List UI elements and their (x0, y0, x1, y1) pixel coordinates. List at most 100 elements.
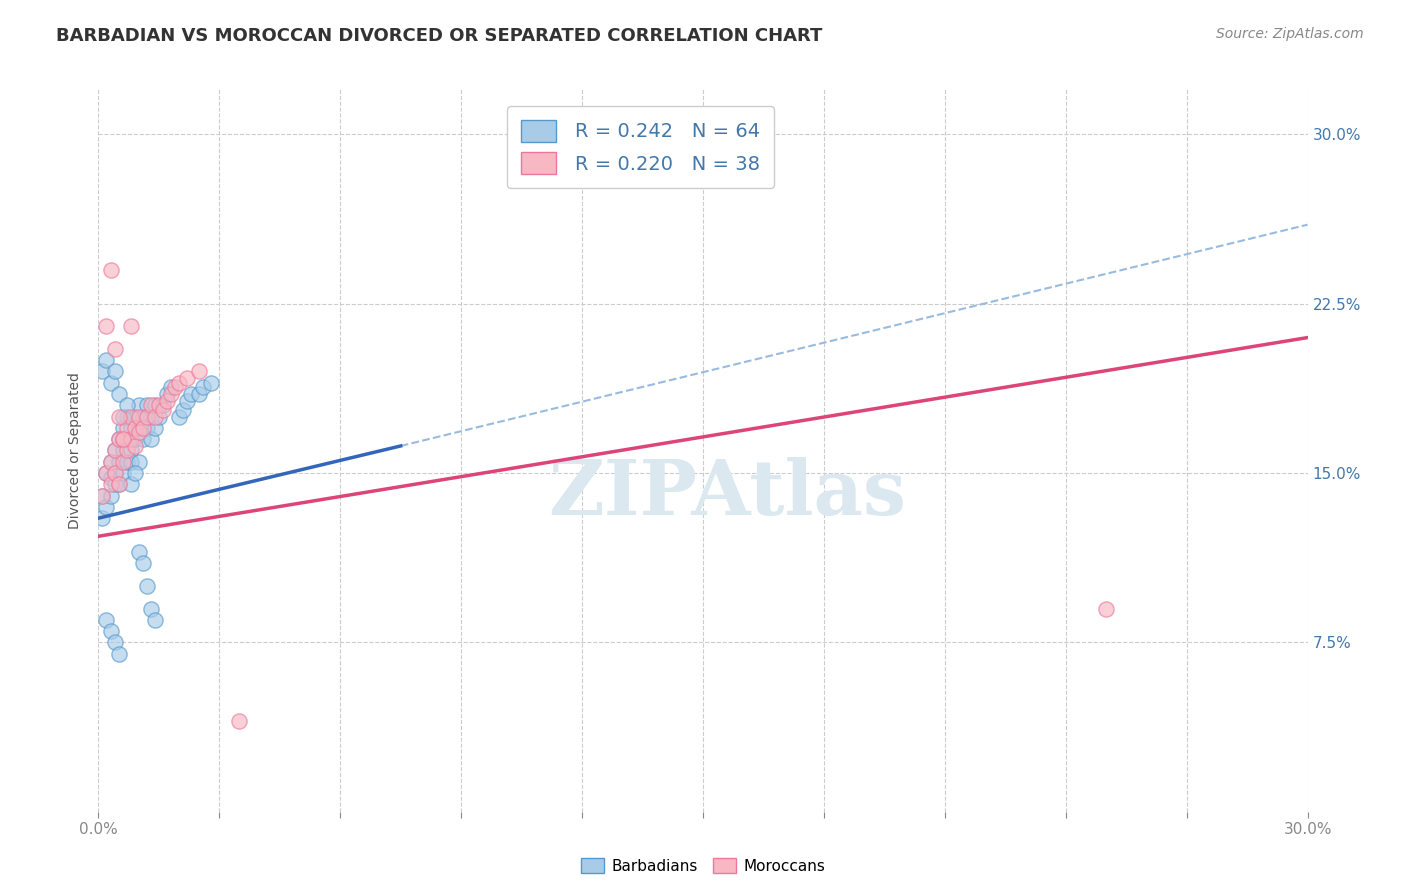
Point (124, 421, 146, 435)
Point (100, 624, 122, 639)
Point (100, 477, 122, 491)
Point (107, 477, 129, 491)
Point (111, 443, 134, 458)
Point (103, 443, 125, 458)
Point (139, 601, 162, 615)
Point (91, 511, 114, 525)
Point (120, 409, 142, 424)
Point (124, 432, 146, 446)
Point (156, 393, 179, 408)
Point (103, 635, 125, 649)
Point (160, 387, 183, 401)
Point (143, 398, 166, 412)
Text: BARBADIAN VS MOROCCAN DIVORCED OR SEPARATED CORRELATION CHART: BARBADIAN VS MOROCCAN DIVORCED OR SEPARA… (56, 27, 823, 45)
Point (100, 262, 122, 277)
Point (135, 579, 157, 593)
Point (135, 409, 157, 424)
Point (124, 466, 146, 480)
Point (180, 387, 202, 401)
Point (103, 364, 125, 378)
Point (128, 398, 150, 412)
Point (152, 402, 174, 417)
Legend: Barbadians, Moroccans: Barbadians, Moroccans (575, 852, 831, 880)
Point (107, 432, 129, 446)
Point (128, 421, 150, 435)
Point (143, 421, 166, 435)
Point (107, 647, 129, 661)
Point (115, 455, 138, 469)
Point (100, 455, 122, 469)
Point (115, 443, 138, 458)
Point (91, 489, 114, 503)
Point (128, 425, 150, 440)
Point (107, 432, 129, 446)
Point (135, 421, 157, 435)
Point (111, 455, 134, 469)
Point (96, 500, 118, 514)
Point (115, 421, 138, 435)
Point (200, 376, 222, 390)
Point (100, 455, 122, 469)
Point (91, 364, 114, 378)
Point (228, 714, 250, 729)
Point (96, 319, 118, 334)
Point (96, 353, 118, 368)
Point (107, 387, 129, 401)
Point (128, 455, 150, 469)
Point (111, 432, 134, 446)
Point (128, 409, 150, 424)
Point (111, 432, 134, 446)
Point (163, 380, 186, 394)
Point (115, 409, 138, 424)
Point (167, 376, 190, 390)
Point (91, 489, 114, 503)
Point (139, 409, 162, 424)
Legend: R = 0.242   N = 64, R = 0.220   N = 38: R = 0.242 N = 64, R = 0.220 N = 38 (508, 106, 773, 188)
Point (111, 421, 134, 435)
Point (132, 409, 155, 424)
Point (96, 466, 118, 480)
Point (120, 421, 142, 435)
Point (103, 466, 125, 480)
Point (124, 409, 146, 424)
Point (128, 545, 150, 559)
Point (143, 409, 166, 424)
Point (135, 398, 157, 412)
Point (107, 455, 129, 469)
Point (107, 477, 129, 491)
Point (100, 470, 122, 484)
Point (120, 477, 142, 491)
Point (120, 455, 142, 469)
Point (115, 432, 138, 446)
Point (120, 319, 142, 334)
Point (188, 387, 211, 401)
Point (139, 398, 162, 412)
Point (139, 432, 162, 446)
Point (120, 443, 142, 458)
Point (103, 443, 125, 458)
Text: Source: ZipAtlas.com: Source: ZipAtlas.com (1216, 27, 1364, 41)
Point (143, 613, 166, 627)
Point (96, 466, 118, 480)
Point (152, 398, 174, 412)
Point (96, 613, 118, 627)
Point (103, 466, 125, 480)
Point (1095, 601, 1118, 615)
Point (100, 489, 122, 503)
Point (156, 387, 179, 401)
Point (148, 409, 170, 424)
Point (132, 432, 155, 446)
Point (107, 409, 129, 424)
Point (103, 477, 125, 491)
Point (176, 371, 198, 385)
Point (100, 376, 122, 390)
Point (176, 393, 198, 408)
Point (188, 364, 211, 378)
Point (120, 432, 142, 446)
Point (160, 380, 183, 394)
Point (132, 557, 155, 571)
Point (172, 402, 194, 417)
Point (148, 398, 170, 412)
Point (124, 439, 146, 453)
Point (111, 409, 134, 424)
